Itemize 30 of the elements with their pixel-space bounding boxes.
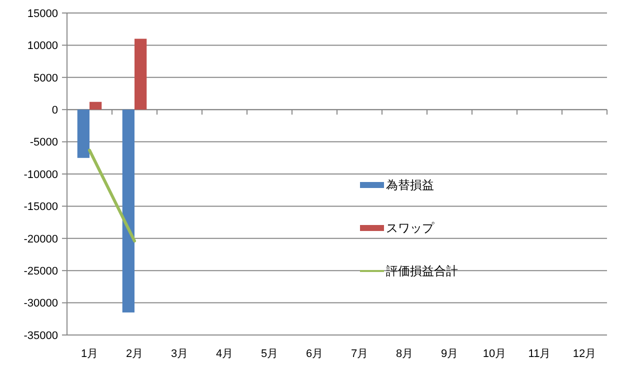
y-tick-label: 10000 <box>27 40 58 52</box>
x-tick-label: 5月 <box>260 348 278 360</box>
x-tick-label: 10月 <box>482 348 506 360</box>
bar <box>77 110 90 158</box>
y-tick-label: -35000 <box>24 330 58 342</box>
y-tick-label: -5000 <box>30 136 58 149</box>
y-tick-label: -10000 <box>24 168 58 181</box>
y-tick-label: -25000 <box>24 265 58 278</box>
x-tick-label: 8月 <box>396 348 414 360</box>
legend-label: スワップ <box>386 221 435 236</box>
bar <box>134 38 147 110</box>
y-tick-label: 0 <box>52 104 58 116</box>
x-tick-label: 12月 <box>572 348 596 360</box>
x-tick-label: 7月 <box>350 348 368 360</box>
y-tick-label: 15000 <box>27 8 58 20</box>
y-tick-label: 5000 <box>34 72 58 84</box>
y-tick-label: -20000 <box>24 233 58 246</box>
legend-label: 為替損益 <box>386 178 434 192</box>
x-tick-label: 1月 <box>80 348 98 360</box>
y-tick-label: -30000 <box>24 298 58 310</box>
x-tick-label: 3月 <box>170 348 188 360</box>
x-tick-label: 11月 <box>528 348 551 360</box>
bar <box>90 102 102 110</box>
x-tick-label: 9月 <box>440 348 458 360</box>
y-tick-label: -15000 <box>24 201 58 214</box>
x-tick-label: 6月 <box>306 348 324 360</box>
legend-label: 評価損益合計 <box>386 264 458 278</box>
bar <box>122 110 134 312</box>
x-tick-label: 2月 <box>126 348 144 360</box>
x-tick-label: 4月 <box>216 348 234 360</box>
